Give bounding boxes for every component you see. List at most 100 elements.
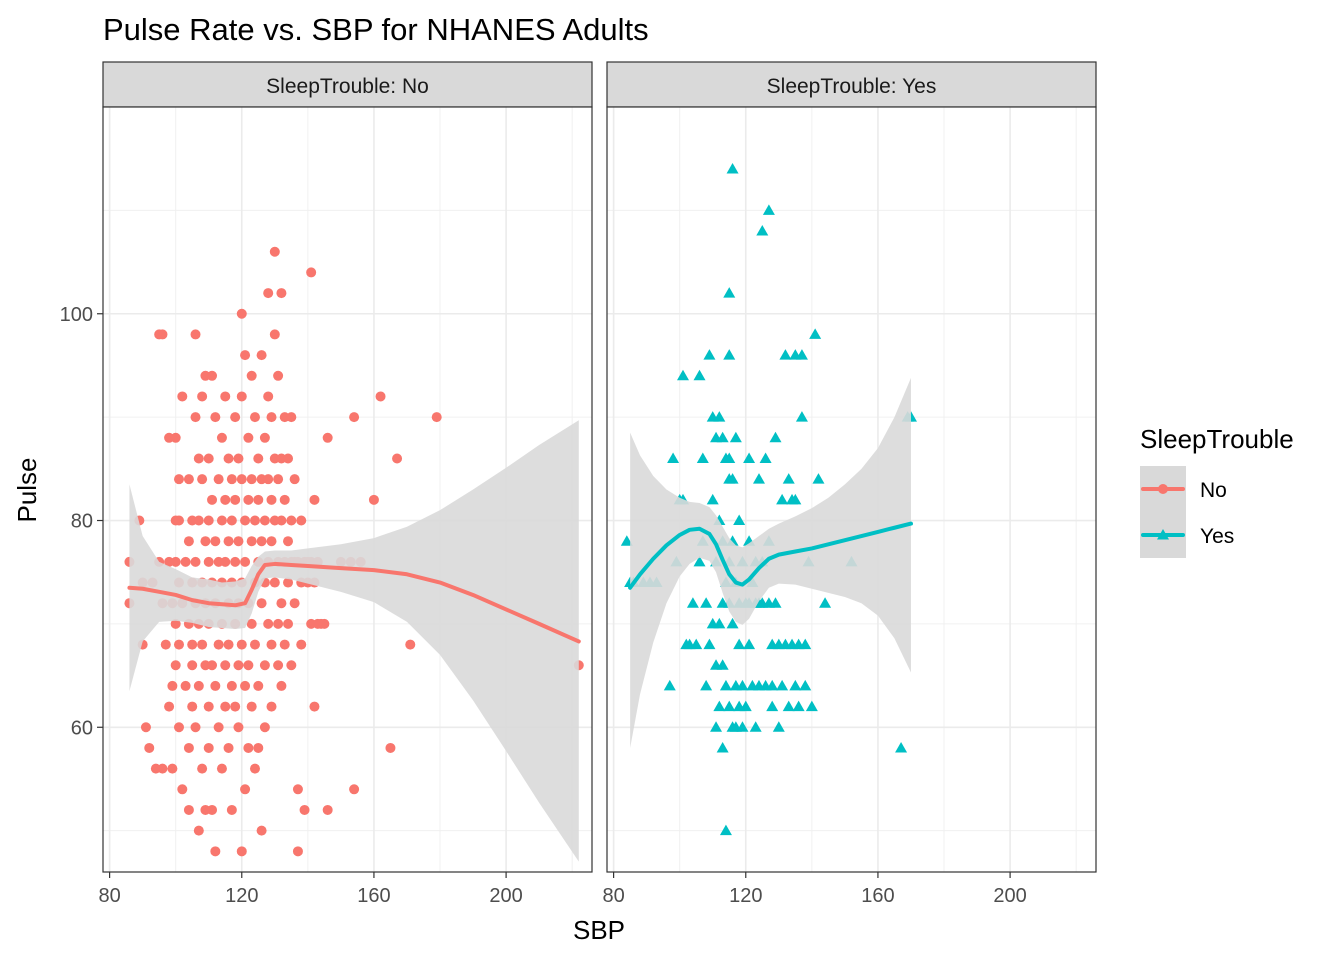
data-point: [203, 515, 214, 526]
data-point: [183, 742, 194, 753]
data-point: [223, 453, 234, 464]
data-point: [240, 680, 251, 691]
data-point: [693, 369, 706, 381]
data-point: [173, 722, 184, 733]
data-point: [193, 680, 204, 691]
data-point: [819, 597, 832, 608]
data-point: [799, 679, 812, 691]
data-point: [766, 700, 779, 712]
data-point: [164, 701, 175, 712]
data-point: [292, 846, 303, 857]
data-point: [723, 700, 736, 712]
data-point: [253, 494, 264, 505]
data-point: [193, 825, 204, 836]
data-point: [226, 680, 237, 691]
x-axis: 80 120 160 200 80 120 160 200: [98, 872, 1027, 907]
data-point: [736, 679, 749, 691]
data-point: [207, 804, 218, 815]
data-point: [256, 350, 267, 361]
data-point: [782, 473, 795, 484]
data-point: [309, 494, 320, 505]
data-point: [286, 660, 297, 671]
data-point: [249, 639, 260, 650]
confidence-ribbon: [129, 420, 579, 862]
data-point: [190, 556, 201, 567]
data-point: [207, 660, 218, 671]
data-point: [203, 556, 214, 567]
data-point: [349, 784, 360, 795]
data-point: [776, 493, 789, 505]
data-point: [240, 350, 251, 361]
data-point: [236, 308, 247, 319]
data-point: [243, 494, 254, 505]
data-point: [200, 536, 211, 547]
legend: SleepTrouble No Yes: [1140, 424, 1294, 558]
data-point: [789, 679, 802, 691]
data-point: [620, 535, 633, 546]
legend-key-yes: [1140, 512, 1186, 558]
data-point: [713, 411, 726, 422]
data-point: [226, 515, 237, 526]
x-tick-label: 80: [602, 885, 624, 907]
data-point: [223, 639, 234, 650]
data-point: [180, 556, 191, 567]
data-point: [226, 804, 237, 815]
data-point: [283, 453, 294, 464]
data-point: [243, 742, 254, 753]
data-point: [716, 431, 729, 443]
data-point: [663, 679, 676, 691]
data-point: [276, 598, 287, 609]
data-point: [296, 515, 307, 526]
data-point: [226, 474, 237, 485]
y-axis-title: Pulse: [12, 457, 42, 522]
data-point: [173, 474, 184, 485]
data-point: [276, 680, 287, 691]
data-point: [240, 784, 251, 795]
data-point: [263, 618, 274, 629]
data-point: [193, 515, 204, 526]
data-point: [676, 369, 689, 381]
y-tick-label: 60: [71, 717, 93, 739]
data-point: [220, 494, 231, 505]
data-point: [246, 701, 257, 712]
data-point: [256, 598, 267, 609]
data-point: [716, 741, 729, 753]
data-point: [236, 846, 247, 857]
data-point: [259, 722, 270, 733]
data-point: [207, 370, 218, 381]
legend-title: SleepTrouble: [1140, 424, 1294, 454]
data-point: [703, 349, 716, 360]
data-point: [236, 391, 247, 402]
data-point: [220, 391, 231, 402]
data-point: [233, 536, 244, 547]
data-point: [207, 494, 218, 505]
data-point: [140, 722, 151, 733]
data-point: [230, 556, 241, 567]
data-point: [739, 700, 752, 712]
data-point: [769, 431, 782, 443]
smooth-line: [127, 561, 581, 644]
data-point: [213, 722, 224, 733]
data-point: [230, 701, 241, 712]
legend-key-triangle-yes: [1157, 529, 1169, 540]
data-point: [249, 412, 260, 423]
legend-label-no: No: [1200, 479, 1227, 502]
data-point: [216, 763, 227, 774]
data-point: [236, 639, 247, 650]
data-point: [713, 617, 726, 629]
x-tick-label: 160: [357, 885, 390, 907]
data-point: [782, 700, 795, 712]
data-point: [210, 412, 221, 423]
x-tick-label: 80: [98, 885, 120, 907]
data-point: [246, 474, 257, 485]
data-point: [170, 432, 181, 443]
data-point: [144, 742, 155, 753]
data-point: [283, 618, 294, 629]
data-point: [263, 288, 274, 299]
data-point: [190, 722, 201, 733]
smooth-line: [628, 521, 913, 590]
data-point: [749, 721, 762, 732]
data-point: [706, 493, 719, 505]
data-point: [743, 638, 756, 650]
